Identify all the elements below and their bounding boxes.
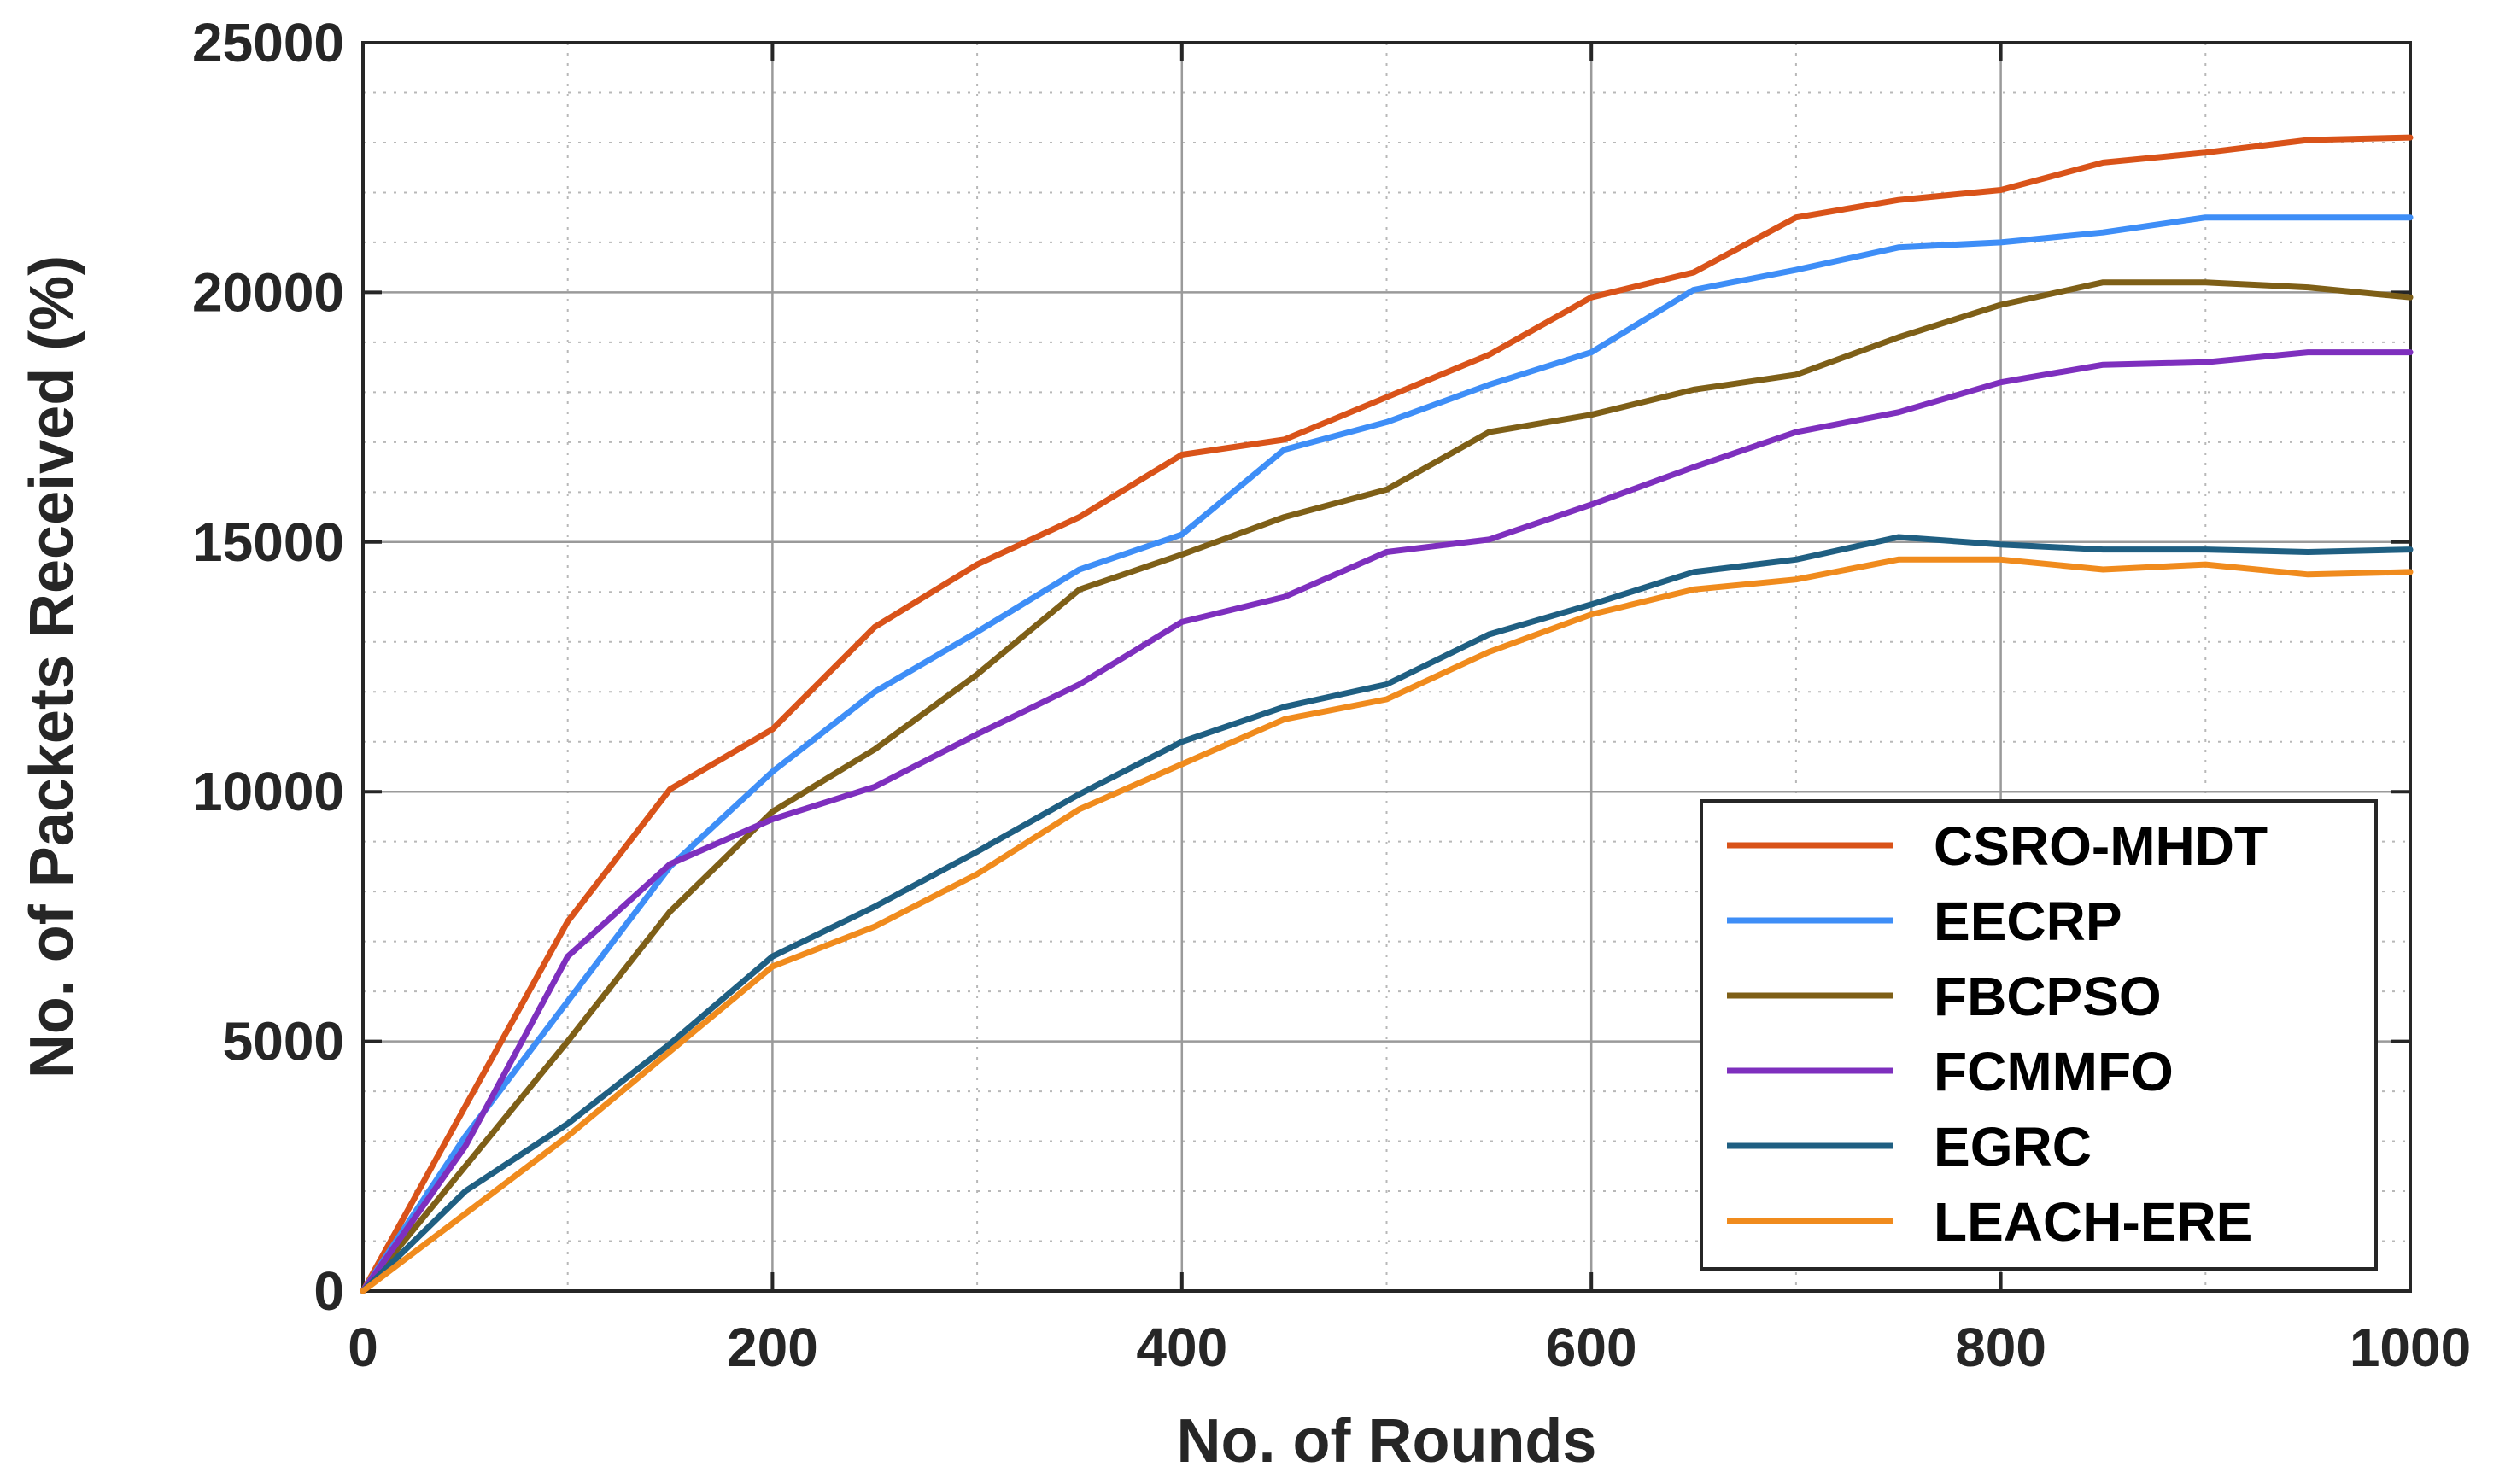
series-line-fcmmfo xyxy=(360,349,2414,1294)
x-tick-label: 200 xyxy=(727,1317,818,1378)
x-tick-label: 600 xyxy=(1546,1317,1637,1378)
legend: CSRO-MHDT EECRP FBCPSO FCMMFO EGRC LEACH-ERE xyxy=(1700,799,2378,1271)
x-tick-label: 400 xyxy=(1136,1317,1227,1378)
y-tick-label: 5000 xyxy=(223,1011,344,1072)
y-axis-title: No. of Packets Received (%) xyxy=(18,255,86,1078)
series-line-csro-mhdt xyxy=(360,134,2414,1294)
legend-label: LEACH-ERE xyxy=(1934,1191,2252,1253)
legend-label: EGRC xyxy=(1934,1116,2092,1177)
series-line-fbcpso xyxy=(360,279,2414,1294)
x-tick-label: 1000 xyxy=(2350,1317,2471,1378)
y-tick-label: 10000 xyxy=(192,761,344,822)
y-tick-label: 20000 xyxy=(192,261,344,323)
x-tick-label: 0 xyxy=(348,1317,378,1378)
y-tick-label: 0 xyxy=(313,1260,344,1322)
legend-label: FCMMFO xyxy=(1934,1041,2174,1102)
legend-label: EECRP xyxy=(1934,891,2122,952)
y-tick-label: 15000 xyxy=(192,511,344,573)
series-lines xyxy=(360,134,2414,1294)
y-tick-label: 25000 xyxy=(192,12,344,73)
series-line-leach-ere xyxy=(360,556,2414,1294)
legend-box xyxy=(1700,799,2378,1271)
x-axis-title: No. of Rounds xyxy=(1177,1407,1597,1475)
series-line-eecrp xyxy=(360,214,2414,1294)
major-grid xyxy=(363,43,2410,1291)
legend-label: CSRO-MHDT xyxy=(1934,815,2268,877)
y-axis-ticks: 0 5000 10000 15000 20000 25000 xyxy=(192,12,2410,1322)
legend-label: FBCPSO xyxy=(1934,966,2162,1027)
x-tick-label: 800 xyxy=(1955,1317,2046,1378)
series-line-egrc xyxy=(360,534,2414,1294)
plot-area-frame xyxy=(361,41,2412,1293)
